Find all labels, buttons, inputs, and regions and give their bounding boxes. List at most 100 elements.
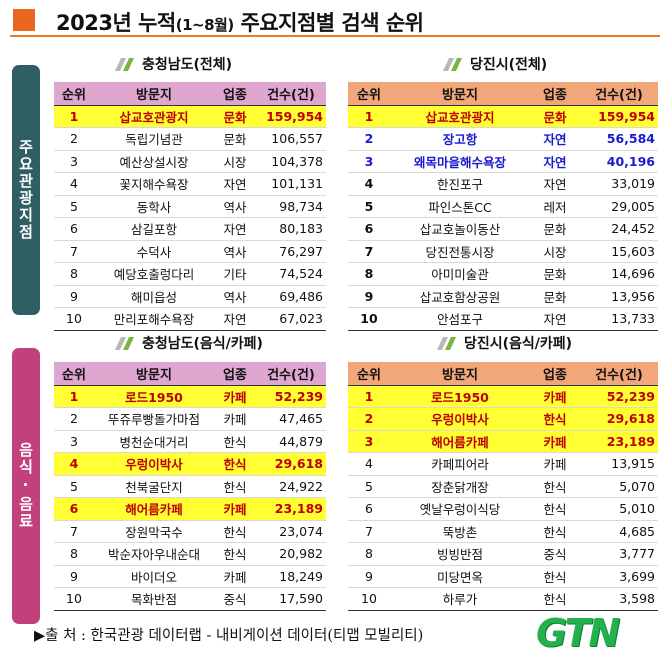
rank-cell: 9 [348, 565, 390, 588]
count-header: 건수(건) [256, 82, 326, 106]
rank-cell: 7 [348, 520, 390, 543]
type-cell: 한식 [214, 520, 256, 543]
rank-cell: 7 [348, 240, 390, 263]
rank-cell: 10 [348, 587, 390, 611]
table-row: 6 옛날우렁이식당 한식 5,010 [348, 497, 658, 521]
place-cell: 우렁이박사 [94, 452, 214, 476]
type-cell: 중식 [214, 587, 256, 611]
rank-cell: 6 [348, 217, 390, 241]
count-cell: 67,023 [256, 307, 326, 331]
type-cell: 자연 [530, 150, 580, 173]
table-row: 9 삽교호함상공원 문화 13,956 [348, 285, 658, 308]
table-dangjin-food: 순위 방문지 업종 건수(건) 1 로드1950 카페 52,239 2 우렁이박사 한식 29,61… [348, 362, 658, 611]
place-cell: 왜목마을해수욕장 [390, 150, 530, 173]
count-cell: 5,010 [580, 497, 658, 521]
place-cell: 로드1950 [390, 385, 530, 408]
place-cell: 안섬포구 [390, 307, 530, 331]
title-bar: 2023년 누적(1~8월) 주요지점별 검색 순위 [10, 5, 660, 37]
rank-cell: 3 [54, 430, 94, 453]
rank-header: 순위 [54, 362, 94, 386]
type-cell: 한식 [530, 565, 580, 588]
type-cell: 카페 [530, 385, 580, 408]
table-row: 10 하루가 한식 3,598 [348, 587, 658, 611]
table-row: 8 빙빙반점 중식 3,777 [348, 542, 658, 566]
table-row: 5 동학사 역사 98,734 [54, 195, 326, 218]
type-cell: 시장 [530, 240, 580, 263]
rank-header: 순위 [348, 82, 390, 106]
table-row: 2 독립기념관 문화 106,557 [54, 127, 326, 151]
rank-cell: 8 [348, 542, 390, 566]
slash-deco-icon [442, 57, 463, 71]
rank-cell: 2 [54, 127, 94, 151]
count-cell: 29,005 [580, 195, 658, 218]
place-cell: 삽교호놀이동산 [390, 217, 530, 241]
slash-deco-icon [114, 336, 135, 350]
count-cell: 69,486 [256, 285, 326, 308]
count-cell: 104,378 [256, 150, 326, 173]
type-cell: 자연 [530, 127, 580, 151]
type-cell: 한식 [214, 542, 256, 566]
slash-deco-icon [436, 336, 457, 350]
type-header: 업종 [530, 82, 580, 106]
type-header: 업종 [214, 362, 256, 386]
place-cell: 하루가 [390, 587, 530, 611]
place-cell: 해어름카페 [390, 430, 530, 453]
place-cell: 동학사 [94, 195, 214, 218]
type-cell: 역사 [214, 240, 256, 263]
table-row: 10 만리포해수욕장 자연 67,023 [54, 307, 326, 331]
place-cell: 옛날우렁이식당 [390, 497, 530, 521]
rank-cell: 4 [54, 452, 94, 476]
rank-cell: 5 [348, 195, 390, 218]
table-row: 4 카페피어라 카페 13,915 [348, 452, 658, 476]
place-cell: 우렁이박사 [390, 407, 530, 431]
place-cell: 장원막국수 [94, 520, 214, 543]
count-cell: 13,733 [580, 307, 658, 331]
place-cell: 병천순대거리 [94, 430, 214, 453]
place-cell: 장춘닭개장 [390, 475, 530, 498]
rank-cell: 4 [54, 172, 94, 196]
count-cell: 52,239 [580, 385, 658, 408]
count-header: 건수(건) [580, 82, 658, 106]
rank-cell: 4 [348, 452, 390, 476]
type-cell: 기타 [214, 262, 256, 286]
table-row: 6 삼길포항 자연 80,183 [54, 217, 326, 241]
count-header: 건수(건) [580, 362, 658, 386]
rank-cell: 7 [54, 240, 94, 263]
table-chungnam-food: 순위 방문지 업종 건수(건) 1 로드1950 카페 52,239 2 뚜쥬루빵돌가마점 카페 47… [54, 362, 326, 611]
place-cell: 수덕사 [94, 240, 214, 263]
place-cell: 미당면옥 [390, 565, 530, 588]
place-cell: 삽교호관광지 [390, 105, 530, 128]
place-cell: 박순자아우내순대 [94, 542, 214, 566]
table-row: 2 우렁이박사 한식 29,618 [348, 407, 658, 431]
rank-cell: 1 [54, 385, 94, 408]
table-row: 1 로드1950 카페 52,239 [54, 385, 326, 408]
place-cell: 파인스톤CC [390, 195, 530, 218]
gtn-logo: GTN [536, 611, 620, 655]
count-cell: 14,696 [580, 262, 658, 286]
rank-cell: 8 [54, 262, 94, 286]
rank-cell: 9 [54, 285, 94, 308]
rank-cell: 9 [348, 285, 390, 308]
rank-cell: 7 [54, 520, 94, 543]
table-row: 3 해어름카페 카페 23,189 [348, 430, 658, 453]
type-cell: 한식 [530, 520, 580, 543]
side-tab-food: 음식·음료 [12, 348, 40, 624]
count-cell: 76,297 [256, 240, 326, 263]
table-row: 3 병천순대거리 한식 44,879 [54, 430, 326, 453]
place-cell: 삽교호관광지 [94, 105, 214, 128]
panel-title-chungnam-food: 충청남도(음식/카페) [114, 333, 263, 353]
place-cell: 장고항 [390, 127, 530, 151]
type-header: 업종 [214, 82, 256, 106]
source-note: ▶출 처 : 한국관광 데이터랩 - 내비게이션 데이터(티맵 모빌리티) [34, 628, 424, 644]
type-cell: 한식 [214, 452, 256, 476]
rank-cell: 6 [54, 497, 94, 521]
type-cell: 문화 [530, 105, 580, 128]
rank-cell: 9 [54, 565, 94, 588]
count-cell: 52,239 [256, 385, 326, 408]
type-cell: 한식 [214, 475, 256, 498]
count-cell: 29,618 [256, 452, 326, 476]
rank-cell: 3 [348, 430, 390, 453]
table-row: 1 로드1950 카페 52,239 [348, 385, 658, 408]
type-cell: 한식 [214, 430, 256, 453]
count-cell: 33,019 [580, 172, 658, 196]
